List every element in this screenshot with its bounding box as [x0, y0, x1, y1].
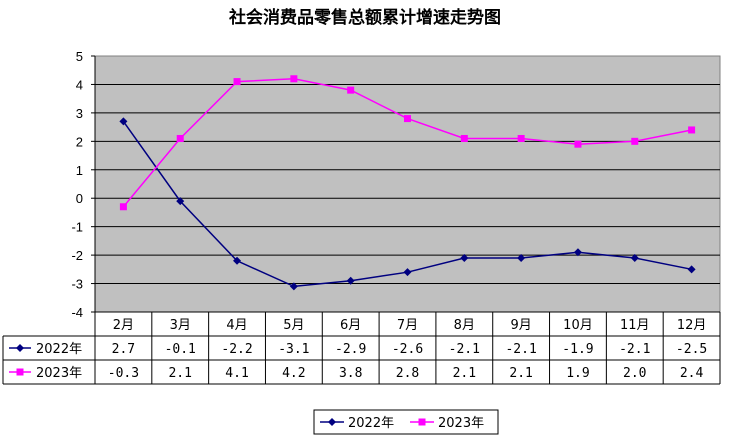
legend: 2022年 2023年	[313, 409, 499, 435]
square-marker-icon	[418, 418, 426, 426]
point-2023-9	[631, 137, 639, 145]
table-value-cell: 3.8	[339, 366, 362, 381]
point-2022-10	[687, 265, 696, 274]
point-2023-4	[347, 86, 355, 94]
legend-label: 2023年	[438, 416, 484, 431]
table-value-cell: 2.4	[680, 366, 704, 381]
table-value-cell: -2.2	[221, 342, 252, 357]
table-value-cell: -2.1	[449, 342, 480, 357]
table-header-cell: 7月	[397, 318, 418, 333]
legend-box	[313, 409, 499, 435]
point-2022-0	[119, 117, 128, 126]
table-header-cell: 5月	[283, 318, 304, 333]
table-header-cell: 9月	[510, 318, 531, 333]
point-2022-9	[630, 253, 639, 262]
point-2023-7	[517, 134, 525, 142]
y-tick-label: 4	[76, 77, 83, 92]
y-tick-label: -2	[71, 248, 83, 263]
table-value-cell: -2.6	[392, 342, 423, 357]
legend-label: 2022年	[348, 416, 394, 431]
point-2023-3	[290, 75, 298, 83]
table-value-cell: 2.1	[453, 366, 476, 381]
table-row-label: 2022年	[36, 342, 82, 357]
data-table: 2月 3月 4月 5月 6月 7月 8月 9月 10月 11月 12月 2022年 2.7 -0.1 -2.…	[2, 311, 721, 385]
point-2023-10	[688, 126, 696, 134]
y-tick-label: -1	[71, 220, 83, 235]
table-header-cell: 10月	[563, 318, 593, 333]
table-value-cell: -2.1	[505, 342, 536, 357]
table-value-cell: 2.0	[623, 366, 646, 381]
y-tick-label: 3	[76, 106, 83, 121]
diamond-marker-icon	[16, 344, 24, 352]
y-tick-label: -3	[71, 277, 83, 292]
point-2022-5	[403, 268, 412, 277]
point-2023-8	[574, 140, 582, 148]
point-2022-4	[346, 276, 355, 285]
point-2023-2	[233, 78, 241, 86]
series-markers	[119, 75, 696, 291]
table-header-cell: 4月	[226, 318, 247, 333]
table-value-cell: -3.1	[278, 342, 309, 357]
table-value-cell: -2.5	[676, 342, 707, 357]
y-tick-label: 5	[76, 49, 83, 64]
y-tick-label: 0	[76, 191, 83, 206]
table-header-cell: 3月	[170, 318, 191, 333]
table-value-cell: 2.8	[396, 366, 419, 381]
square-marker-icon	[16, 368, 24, 376]
point-2022-3	[289, 282, 298, 291]
point-2023-6	[460, 134, 468, 142]
point-2023-5	[404, 115, 411, 123]
table-value-cell: -1.9	[562, 342, 593, 357]
table-value-cell: 4.2	[282, 366, 305, 381]
table-value-cell: 2.1	[168, 366, 191, 381]
diamond-marker-icon	[328, 418, 336, 426]
table-value-cell: -2.1	[619, 342, 650, 357]
table-value-cell: -2.9	[335, 342, 366, 357]
point-2022-8	[573, 248, 582, 257]
point-2022-2	[233, 256, 242, 265]
point-2022-7	[517, 253, 526, 262]
table-header-cell: 8月	[454, 318, 475, 333]
table-header-cell: 11月	[620, 318, 650, 333]
point-2023-1	[176, 134, 184, 142]
table-value-cell: 2.1	[509, 366, 532, 381]
point-2022-1	[176, 197, 185, 206]
table-value-cell: -0.3	[108, 366, 139, 381]
gridlines	[95, 83, 720, 285]
table-value-cell: 1.9	[566, 366, 589, 381]
point-2022-6	[460, 253, 469, 262]
y-axis: 5 4 3 2 1 0 -1 -2 -3 -4	[71, 49, 96, 320]
table-value-cell: 2.7	[112, 342, 135, 357]
point-2023-0	[119, 203, 127, 211]
chart-title: 社会消费品零售总额累计增速走势图	[228, 7, 501, 28]
y-tick-label: 1	[76, 163, 83, 178]
table-header-cell: 6月	[340, 318, 361, 333]
table-header-cell: 2月	[113, 318, 134, 333]
y-tick-label: 2	[76, 134, 83, 149]
table-header-cell: 12月	[677, 318, 707, 333]
table-value-cell: -0.1	[165, 342, 196, 357]
table-value-cell: 4.1	[225, 366, 248, 381]
y-tick-label: -4	[71, 305, 83, 320]
table-row-label: 2023年	[36, 366, 82, 381]
